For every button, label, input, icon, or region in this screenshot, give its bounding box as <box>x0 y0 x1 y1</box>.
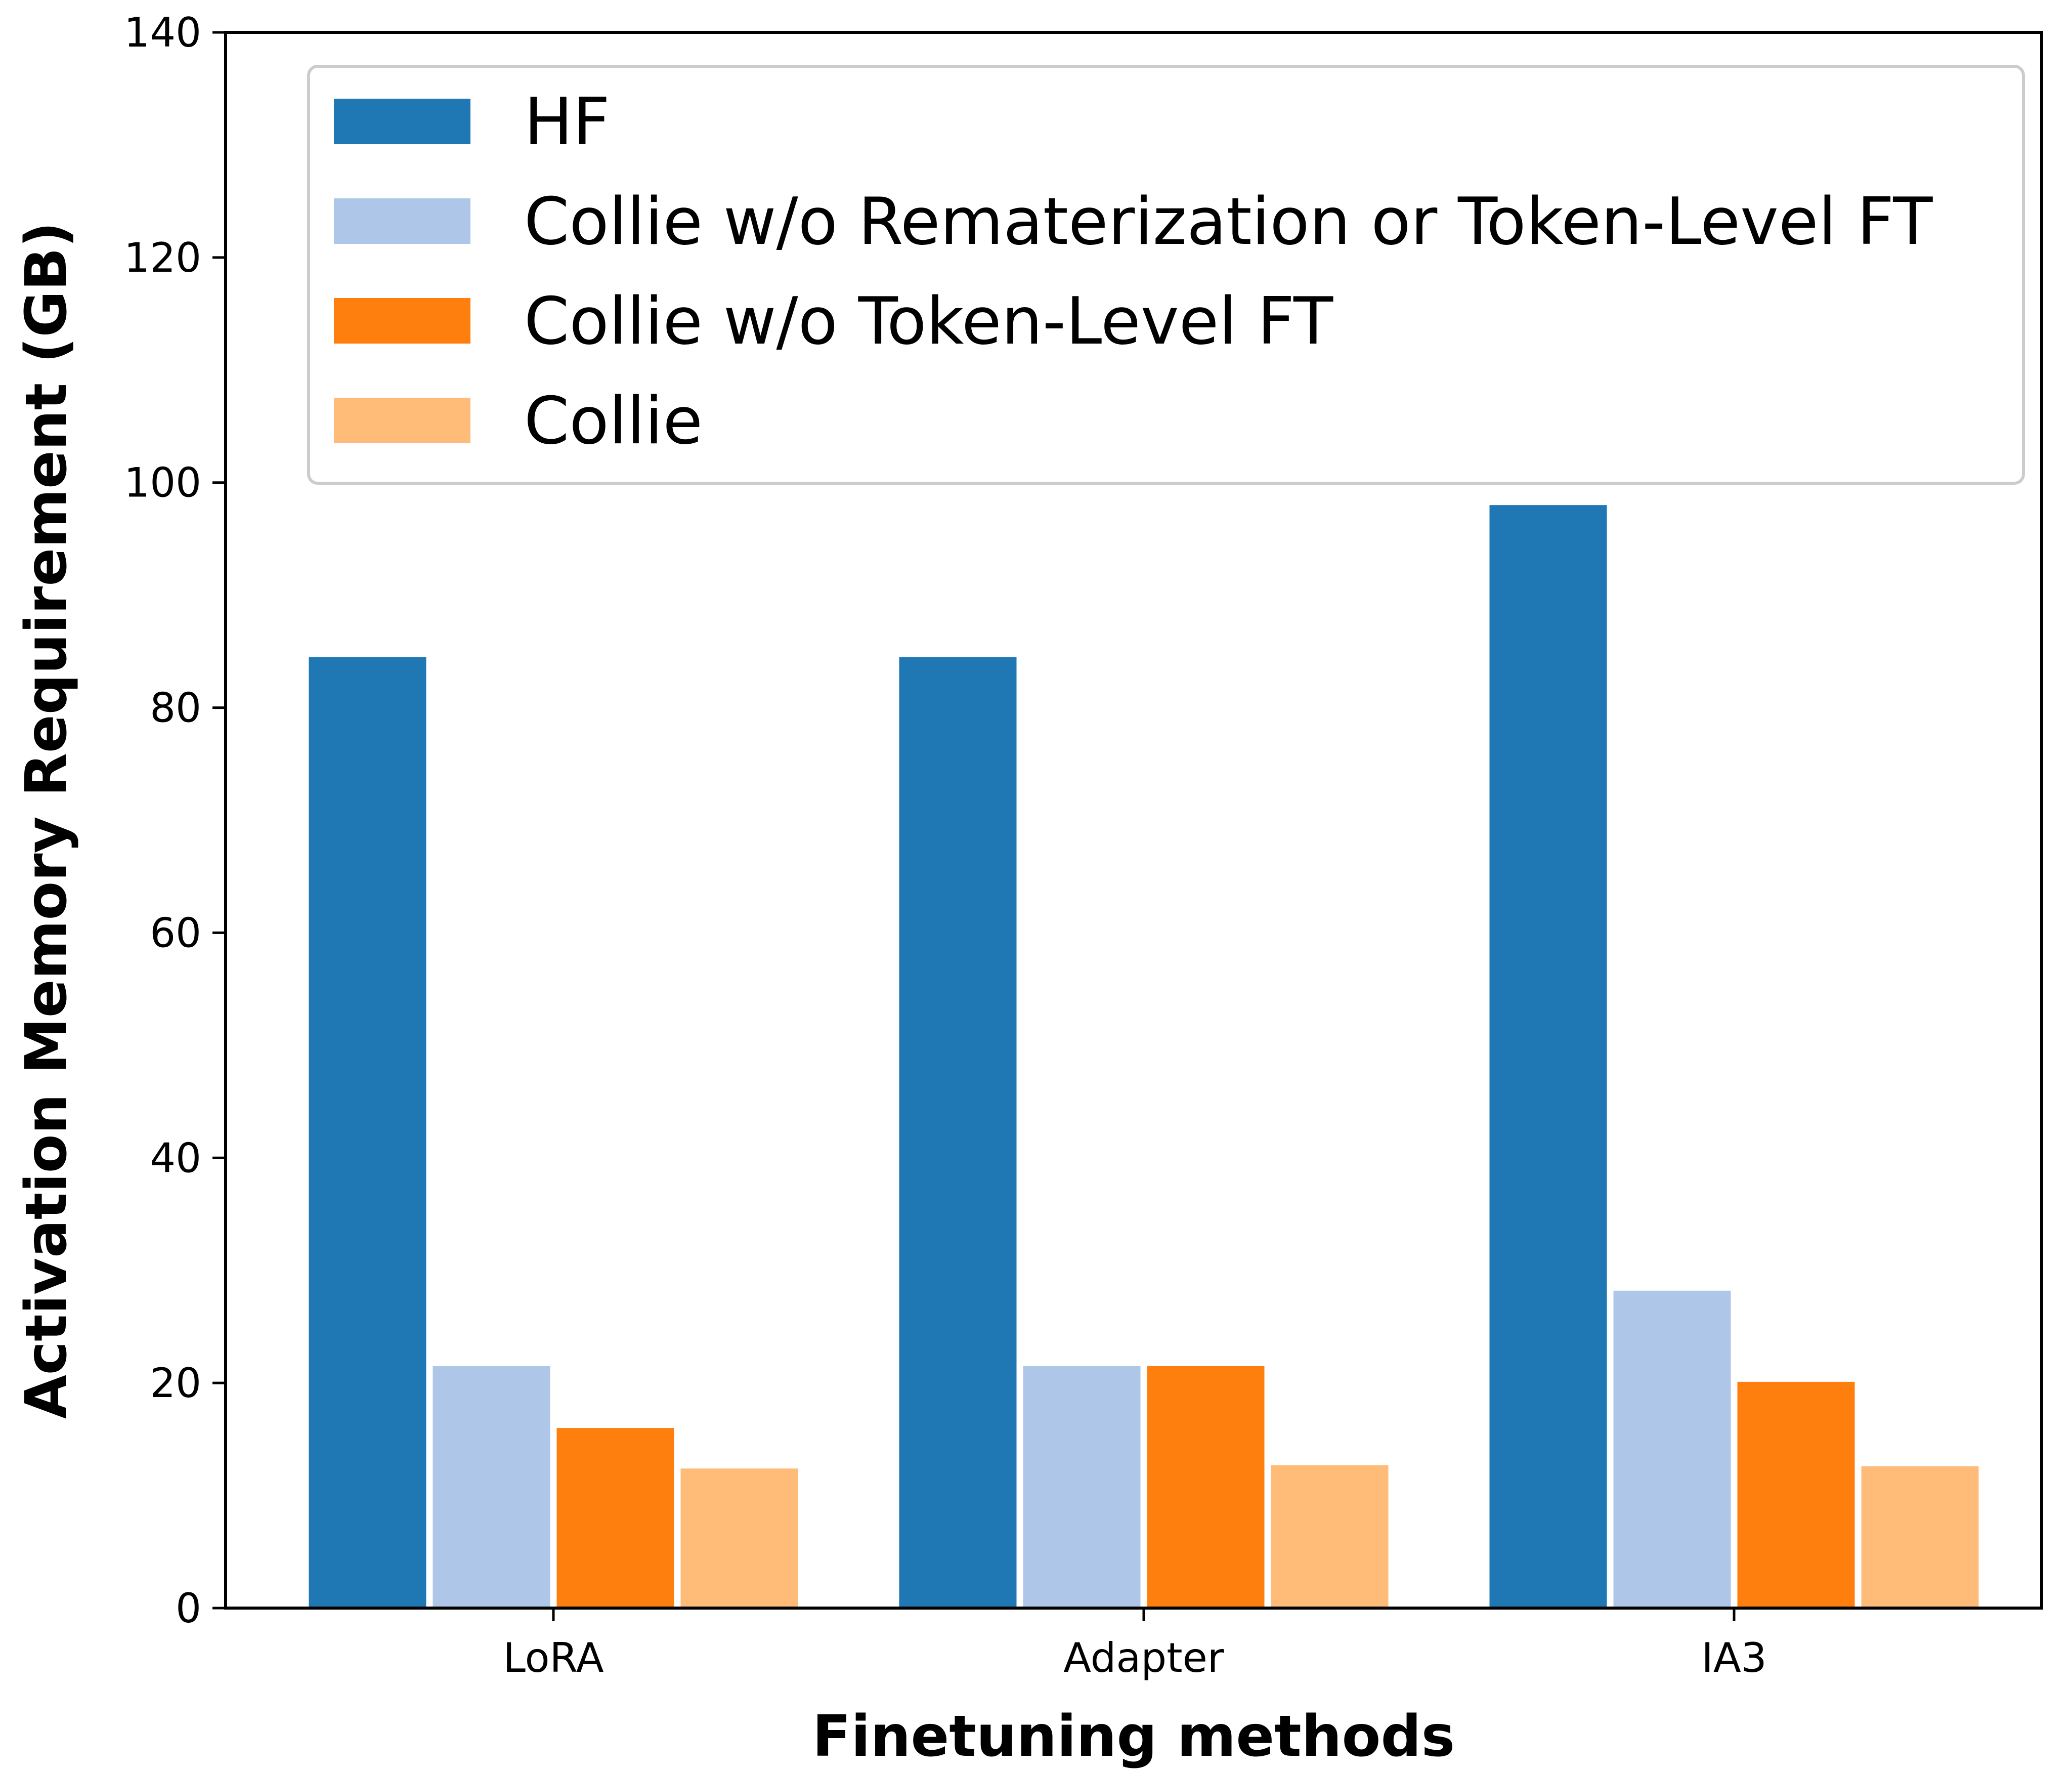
legend: HF Collie w/o Rematerization or Token-Lev… <box>307 65 2025 485</box>
y-tick-label: 120 <box>124 234 201 281</box>
bar-lora-series-4 <box>680 1468 798 1608</box>
x-tick-label: IA3 <box>1701 1634 1766 1681</box>
legend-label: Collie <box>524 384 703 459</box>
x-tick-label: Adapter <box>1063 1634 1224 1681</box>
x-axis-title: Finetuning methods <box>812 1704 1455 1768</box>
bar-adapter-series-3 <box>1147 1366 1265 1608</box>
bar-adapter-series-4 <box>1271 1465 1389 1608</box>
bar-lora-series-3 <box>556 1428 674 1608</box>
legend-swatch <box>334 99 470 144</box>
y-tick-label: 40 <box>150 1134 201 1182</box>
legend-label: Collie w/o Token-Level FT <box>524 284 1333 359</box>
legend-items: HF Collie w/o Rematerization or Token-Lev… <box>334 85 1933 459</box>
bars-layer <box>309 505 1979 1609</box>
legend-swatch <box>334 198 470 244</box>
bar-lora-series-2 <box>433 1366 550 1608</box>
legend-label: HF <box>524 85 610 160</box>
y-axis-title: Activation Memory Requirement (GB) <box>14 222 79 1419</box>
legend-frame <box>307 65 2025 485</box>
y-tick-label: 140 <box>124 9 201 56</box>
bar-adapter-series-1 <box>899 657 1017 1608</box>
bar-lora-series-1 <box>309 657 426 1608</box>
y-tick-label: 0 <box>176 1585 201 1632</box>
y-tick-label: 20 <box>150 1360 201 1407</box>
bar-ia3-series-4 <box>1861 1466 1979 1608</box>
legend-label: Collie w/o Rematerization or Token-Level… <box>524 184 1933 260</box>
y-tick-label: 60 <box>150 909 201 956</box>
y-tick-label: 100 <box>124 459 201 507</box>
bar-ia3-series-3 <box>1737 1381 1855 1608</box>
plot-area-frame <box>224 31 2043 1610</box>
legend-swatch <box>334 398 470 443</box>
y-tick-label: 80 <box>150 685 201 732</box>
legend-swatch <box>334 298 470 344</box>
ticks-layer: 0 20 40 60 80 100 120 140 LoRA Adapter IA3 <box>124 9 1766 1681</box>
bar-ia3-series-1 <box>1489 505 1607 1609</box>
x-tick-label: LoRA <box>503 1634 603 1681</box>
bar-ia3-series-2 <box>1613 1290 1731 1608</box>
bar-adapter-series-2 <box>1023 1366 1141 1608</box>
